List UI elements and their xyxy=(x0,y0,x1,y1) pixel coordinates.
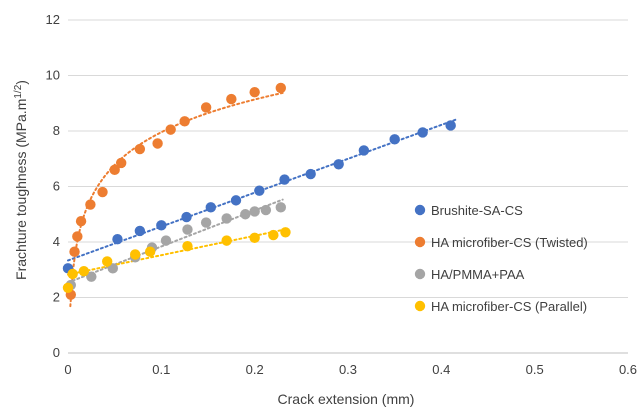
data-point-series-2 xyxy=(134,143,146,155)
x-tick-label: 0.1 xyxy=(152,362,170,377)
data-point-series-2 xyxy=(97,186,108,198)
data-point-series-2 xyxy=(249,86,260,98)
data-point-series-3 xyxy=(240,209,251,220)
legend-marker xyxy=(414,300,426,312)
data-point-series-1 xyxy=(205,202,216,213)
data-point-series-2 xyxy=(152,138,163,149)
x-tick-label: 0 xyxy=(64,362,71,377)
data-point-series-2 xyxy=(275,82,286,94)
data-point-series-3 xyxy=(182,224,193,235)
y-tick-label: 2 xyxy=(53,290,60,305)
data-point-series-3 xyxy=(107,263,119,274)
y-tick-label: 12 xyxy=(46,12,60,27)
data-point-series-2 xyxy=(75,215,87,227)
data-point-series-4 xyxy=(130,249,141,260)
x-tick-label: 0.6 xyxy=(619,362,637,377)
y-tick-label: 0 xyxy=(53,345,60,360)
data-point-series-1 xyxy=(112,234,123,245)
y-axis-title-main: Frachture toughness (MPa.m xyxy=(13,99,29,280)
data-point-series-2 xyxy=(72,231,83,242)
legend-label: Brushite-SA-CS xyxy=(431,203,523,218)
data-point-series-3 xyxy=(221,213,232,224)
data-point-series-1 xyxy=(305,168,316,180)
data-point-series-2 xyxy=(85,199,96,210)
y-tick-label: 8 xyxy=(53,123,60,138)
y-tick-label: 4 xyxy=(53,234,60,249)
legend: Brushite-SA-CS HA microfiber-CS (Twisted)… xyxy=(414,203,588,314)
x-tick-label: 0.2 xyxy=(246,362,264,377)
x-axis-title: Crack extension (mm) xyxy=(278,391,415,407)
data-point-series-3 xyxy=(86,271,97,282)
data-point-series-2 xyxy=(69,246,80,257)
data-point-series-3 xyxy=(275,202,286,213)
data-point-series-4 xyxy=(182,240,193,252)
y-tick-label: 6 xyxy=(53,179,60,194)
data-point-series-3 xyxy=(160,235,172,246)
data-point-series-4 xyxy=(268,229,279,241)
data-point-series-1 xyxy=(254,185,265,196)
data-point-series-1 xyxy=(134,225,146,237)
data-point-series-3 xyxy=(249,206,260,217)
data-point-series-4 xyxy=(280,227,291,238)
data-point-series-4 xyxy=(144,246,156,257)
legend-label: HA microfiber-CS (Parallel) xyxy=(431,299,587,314)
legend-marker xyxy=(414,268,426,280)
data-point-series-3 xyxy=(260,204,272,216)
data-point-series-3 xyxy=(200,217,212,228)
data-point-series-2 xyxy=(226,93,237,105)
data-point-series-2 xyxy=(165,124,176,135)
legend-marker xyxy=(414,204,426,216)
legend-marker xyxy=(414,236,426,248)
data-points xyxy=(62,82,456,300)
data-point-series-2 xyxy=(200,102,212,113)
data-point-series-1 xyxy=(358,145,370,156)
data-point-series-4 xyxy=(102,256,113,267)
data-point-series-4 xyxy=(221,235,232,246)
trendlines xyxy=(67,91,457,308)
data-point-series-1 xyxy=(279,174,290,185)
data-point-series-4 xyxy=(67,268,78,280)
y-axis-title: Frachture toughness (MPa.m1/2) xyxy=(13,80,30,280)
data-point-series-1 xyxy=(333,159,344,170)
data-point-series-1 xyxy=(389,134,400,145)
legend-label: HA microfiber-CS (Twisted) xyxy=(431,235,588,250)
legend-label: HA/PMMA+PAA xyxy=(431,267,525,282)
y-axis-title-exponent: 1/2 xyxy=(13,84,24,98)
data-point-series-2 xyxy=(109,164,120,176)
x-tick-label: 0.5 xyxy=(526,362,544,377)
y-axis-title-close: ) xyxy=(13,80,29,85)
data-point-series-4 xyxy=(78,265,90,277)
data-point-series-2 xyxy=(116,157,127,169)
x-tick-label: 0.4 xyxy=(432,362,450,377)
x-tick-label: 0.3 xyxy=(339,362,357,377)
data-point-series-1 xyxy=(417,127,428,138)
data-point-series-4 xyxy=(62,282,74,293)
y-tick-label: 10 xyxy=(46,68,60,83)
data-point-series-4 xyxy=(249,232,260,244)
data-point-series-1 xyxy=(230,195,242,206)
data-point-series-1 xyxy=(156,220,167,231)
trendline-series-2 xyxy=(69,91,284,308)
axes: 0 2 4 6 8 10 12 0 0.1 0.2 0.3 0.4 0.5 0.6 xyxy=(46,12,638,377)
data-point-series-1 xyxy=(445,120,456,131)
data-point-series-1 xyxy=(181,211,192,223)
data-point-series-2 xyxy=(179,116,190,127)
